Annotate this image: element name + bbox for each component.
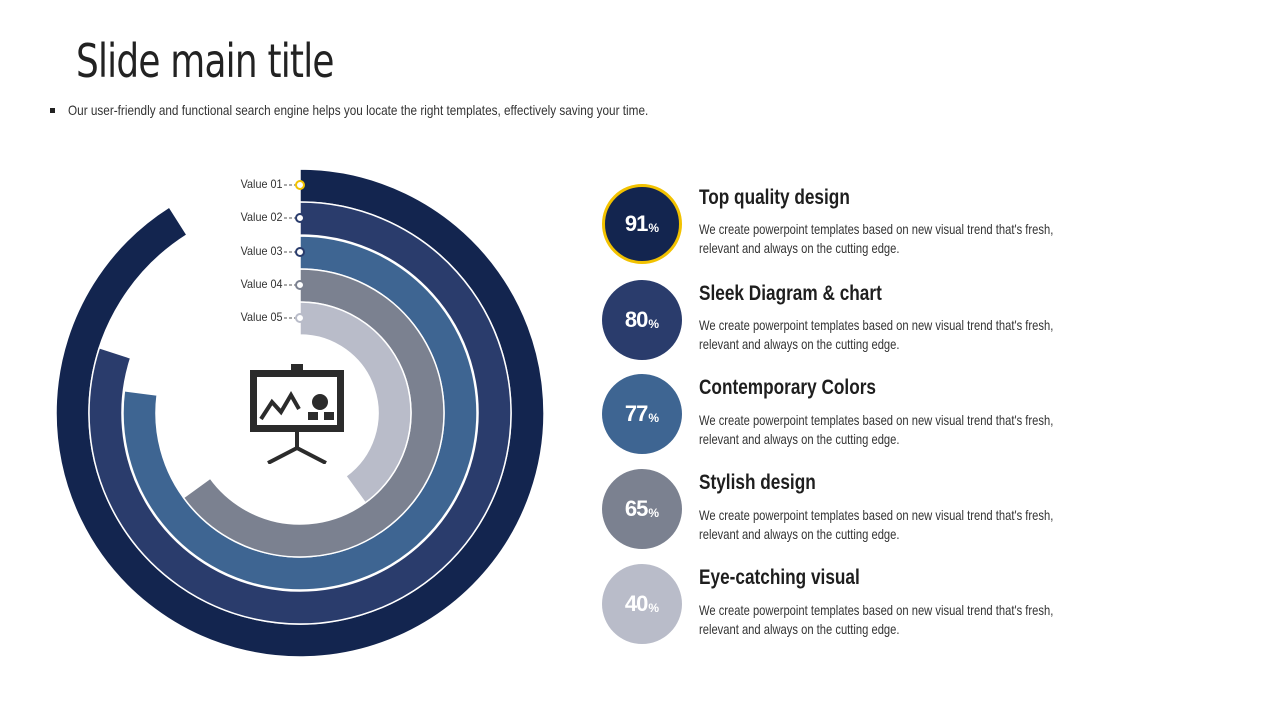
presentation-board-icon (250, 364, 344, 464)
marker-dot-2 (295, 213, 305, 223)
badge-unit: % (648, 317, 660, 331)
item-title-5: Eye-catching visual (699, 566, 860, 589)
marker-dot-1 (295, 180, 305, 190)
ring-bar-2 (88, 201, 512, 625)
value-label-2: Value 02 (240, 210, 282, 224)
item-desc-2: We create powerpoint templates based on … (699, 317, 1054, 352)
item-desc-4: We create powerpoint templates based on … (699, 507, 1054, 542)
item-title-4: Stylish design (699, 471, 816, 494)
bullet-square-icon (50, 108, 55, 113)
badge-value: 80 (624, 307, 649, 332)
badge-unit: % (648, 411, 660, 425)
badge-3: 77% (602, 374, 682, 454)
badge-value: 65 (624, 496, 649, 521)
badge-unit: % (648, 506, 660, 520)
badge-unit: % (648, 221, 660, 235)
badge-value: 91 (624, 211, 649, 236)
slide-title: Slide main title (76, 34, 334, 88)
item-title-2: Sleek Diagram & chart (699, 282, 882, 305)
badge-2: 80% (602, 280, 682, 360)
badge-4: 65% (602, 469, 682, 549)
value-label-3: Value 03 (240, 244, 282, 258)
value-label-1: Value 01 (240, 177, 282, 191)
badge-5: 40% (602, 564, 682, 644)
ring-bar-5 (299, 301, 412, 504)
badge-1: 91% (602, 184, 682, 264)
marker-dot-5 (295, 313, 305, 323)
badge-unit: % (648, 601, 660, 615)
badge-value: 77 (624, 401, 649, 426)
item-desc-3: We create powerpoint templates based on … (699, 412, 1054, 447)
item-title-3: Contemporary Colors (699, 376, 877, 399)
badge-value: 40 (624, 591, 649, 616)
subtitle-text: Our user-friendly and functional search … (68, 102, 649, 118)
marker-dot-4 (295, 280, 305, 290)
value-label-4: Value 04 (240, 277, 282, 291)
marker-dot-3 (295, 247, 305, 257)
item-desc-5: We create powerpoint templates based on … (699, 602, 1054, 637)
item-title-1: Top quality design (699, 186, 850, 209)
item-desc-1: We create powerpoint templates based on … (699, 221, 1054, 256)
value-label-5: Value 05 (240, 310, 282, 324)
radial-bar-chart (55, 168, 545, 658)
